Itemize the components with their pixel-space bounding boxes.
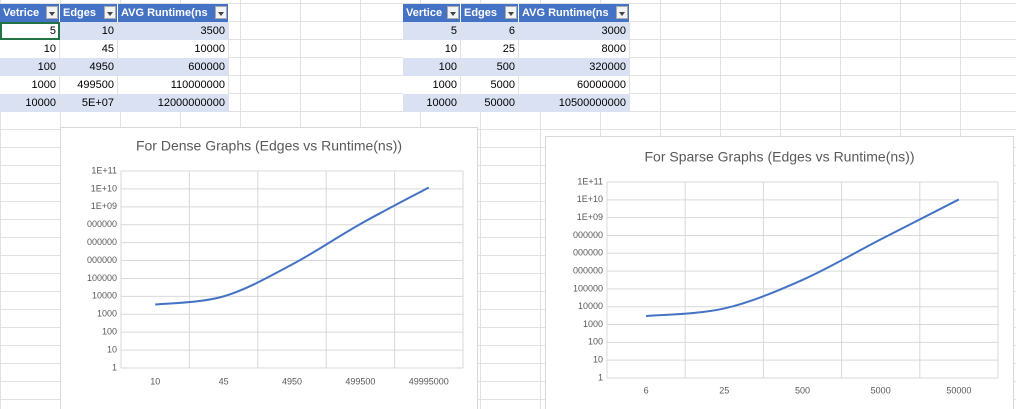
x-tick-label: 4950 <box>282 376 302 386</box>
x-tick-label: 10 <box>150 376 160 386</box>
chart-box: For Dense Graphs (Edges vs Runtime(ns)) 1… <box>60 127 478 409</box>
y-tick-label: 1E+11 <box>91 165 117 175</box>
y-tick-label: 1 <box>598 372 603 382</box>
y-tick-label: 10000 <box>578 301 603 311</box>
y-tick-label: 1E+09 <box>577 212 603 222</box>
chart-title: For Sparse Graphs (Edges vs Runtime(ns)) <box>645 149 915 165</box>
chart: For Sparse Graphs (Edges vs Runtime(ns))… <box>573 149 999 395</box>
table-cell: 12000000000 <box>118 94 229 112</box>
table-cell: 600000 <box>118 58 229 76</box>
y-tick-label: 100 <box>102 327 117 337</box>
table-cell: 1000 <box>0 76 60 94</box>
chart-box: For Sparse Graphs (Edges vs Runtime(ns))… <box>545 136 1014 409</box>
line <box>155 186 430 306</box>
header-row: Vertice Edges AVG Runtime(ns <box>403 4 630 22</box>
y-tick-label: 10 <box>107 344 117 354</box>
table-cell: 60000000 <box>519 76 630 94</box>
y-tick-label: 000000 <box>573 265 603 275</box>
table-row: 10000 5E+07 12000000000 <box>0 94 229 112</box>
y-tick-label: 10000 <box>92 291 117 301</box>
table-cell: 5 <box>403 22 461 40</box>
table: Vertice Edges AVG Runtime(ns 5 6 3000 10 25 8000… <box>403 4 630 112</box>
table-cell: 110000000 <box>118 76 229 94</box>
header-cell[interactable]: Edges <box>461 4 519 22</box>
x-tick-label: 6 <box>644 385 649 395</box>
x-tick-label: 49995000 <box>409 376 449 386</box>
table-cell: 10000 <box>118 40 229 58</box>
table-cell: 500 <box>461 58 519 76</box>
table-cell: 10 <box>0 40 60 58</box>
table-row: 100 500 320000 <box>403 58 630 76</box>
y-tick-label: 1E+10 <box>91 183 117 193</box>
y-tick-label: 000000 <box>573 230 603 240</box>
table-cell: 10 <box>60 22 118 40</box>
chart-title: For Dense Graphs (Edges vs Runtime(ns)) <box>136 138 402 154</box>
table-cell: 10 <box>403 40 461 58</box>
y-tick-label: 000000 <box>573 248 603 258</box>
header-cell[interactable]: Edges <box>60 4 118 22</box>
table-cell: 100 <box>403 58 461 76</box>
table-row: 10000 50000 10500000000 <box>403 94 630 112</box>
x-tick-label: 500 <box>795 385 810 395</box>
x-tick-label: 499500 <box>345 376 375 386</box>
table-cell: 45 <box>60 40 118 58</box>
table-row: 1000 5000 60000000 <box>403 76 630 94</box>
table-cell: 10500000000 <box>519 94 630 112</box>
table-row: 1000 499500 110000000 <box>0 76 229 94</box>
y-tick-label: 1E+11 <box>577 176 603 186</box>
y-tick-label: 100 <box>588 337 603 347</box>
y-tick-label: 1 <box>112 362 117 372</box>
table: Vetrice Edges AVG Runtime(ns 5 10 3500 10 45 100… <box>0 4 229 112</box>
table-cell: 10000 <box>403 94 461 112</box>
table-row: 100 4950 600000 <box>0 58 229 76</box>
header-cell[interactable]: AVG Runtime(ns <box>118 4 229 22</box>
table-cell: 6 <box>461 22 519 40</box>
table-cell: 5000 <box>461 76 519 94</box>
table-cell: 8000 <box>519 40 630 58</box>
table-cell: 320000 <box>519 58 630 76</box>
header-cell[interactable]: AVG Runtime(ns <box>519 4 630 22</box>
x-tick-label: 5000 <box>871 385 891 395</box>
table-cell: 100 <box>0 58 60 76</box>
table-cell: 4950 <box>60 58 118 76</box>
header-row: Vetrice Edges AVG Runtime(ns <box>0 4 229 22</box>
y-tick-label: 100000 <box>573 283 603 293</box>
table-cell: 499500 <box>60 76 118 94</box>
y-tick-label: 000000 <box>87 237 117 247</box>
table-cell: 10000 <box>0 94 60 112</box>
table-cell: 50000 <box>461 94 519 112</box>
y-tick-label: 1E+09 <box>91 201 117 211</box>
y-tick-label: 000000 <box>87 219 117 229</box>
header-cell[interactable]: Vertice <box>403 4 461 22</box>
header-cell[interactable]: Vetrice <box>0 4 60 22</box>
table-row: 5 6 3000 <box>403 22 630 40</box>
table-cell: 3500 <box>118 22 229 40</box>
y-tick-label: 1000 <box>97 309 117 319</box>
table-row: 5 10 3500 <box>0 22 229 40</box>
y-tick-label: 1000 <box>583 319 603 329</box>
x-tick-label: 25 <box>719 385 729 395</box>
chart: For Dense Graphs (Edges vs Runtime(ns)) 1… <box>87 138 464 386</box>
table-row: 10 25 8000 <box>403 40 630 58</box>
y-tick-label: 100000 <box>87 273 117 283</box>
table-cell: 25 <box>461 40 519 58</box>
table-cell: 1000 <box>403 76 461 94</box>
table-cell: 5E+07 <box>60 94 118 112</box>
x-tick-label: 45 <box>219 376 229 386</box>
y-tick-label: 1E+10 <box>577 194 603 204</box>
table-cell: 5 <box>0 22 60 40</box>
x-tick-label: 50000 <box>946 385 971 395</box>
y-tick-label: 000000 <box>87 255 117 265</box>
y-tick-label: 10 <box>593 355 603 365</box>
line <box>646 198 960 318</box>
table-cell: 3000 <box>519 22 630 40</box>
table-row: 10 45 10000 <box>0 40 229 58</box>
